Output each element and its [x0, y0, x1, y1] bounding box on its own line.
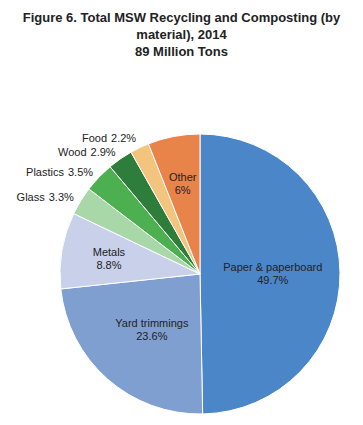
label-value: 3.5% [68, 166, 93, 178]
data-label: Other6% [169, 171, 197, 196]
title-line: Figure 6. Total MSW Recycling and Compos… [23, 10, 341, 25]
label-category: Food [82, 132, 107, 144]
label-category: Wood [58, 146, 87, 158]
label-value: 23.6% [136, 330, 167, 342]
data-label: Plastics 3.5% [26, 166, 93, 178]
slice [200, 134, 340, 414]
data-label: Wood 2.9% [58, 146, 116, 158]
subtitle: 89 Million Tons [135, 44, 228, 59]
label-category: Glass [17, 191, 46, 203]
label-category: Metals [93, 246, 126, 258]
labels: Paper & paperboard49.7% Yard trimmings23.… [17, 132, 323, 341]
label-value: 2.2% [111, 132, 136, 144]
slice [61, 274, 203, 414]
data-label: Glass3.3% [17, 191, 74, 203]
slice [148, 134, 200, 274]
label-value: 49.7% [257, 274, 288, 286]
data-label: Food 2.2% [82, 132, 136, 144]
label-category: Other [169, 171, 197, 183]
title-line: material), 2014 [136, 27, 227, 42]
label-category: Paper & paperboard [223, 261, 322, 273]
data-label: Paper & paperboard49.7% [223, 261, 322, 286]
label-value: 6% [175, 184, 191, 196]
pie [60, 134, 340, 414]
label-value: 2.9% [91, 146, 116, 158]
label-value: 3.3% [49, 191, 74, 203]
label-value: 8.8% [96, 259, 121, 271]
title: Figure 6. Total MSW Recycling and Compos… [23, 10, 341, 42]
data-label: Metals8.8% [93, 246, 126, 271]
data-label: Yard trimmings23.6% [115, 317, 189, 342]
chart: Figure 6. Total MSW Recycling and Compos… [0, 0, 363, 425]
label-category: Plastics [26, 166, 64, 178]
label-category: Yard trimmings [115, 317, 189, 329]
